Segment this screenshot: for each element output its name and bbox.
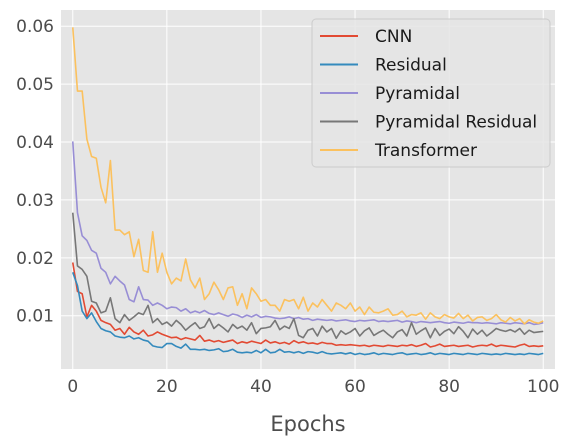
- legend-label-cnn: CNN: [375, 27, 412, 47]
- series-line-pyramidal-residual: [71, 212, 544, 340]
- y-tick-label: 0.05: [16, 75, 54, 95]
- series-lines: [71, 27, 544, 356]
- legend-label-pyramidal-residual: Pyramidal Residual: [375, 113, 537, 133]
- legend-label-transformer: Transformer: [374, 141, 477, 161]
- x-tick-label: 40: [250, 377, 272, 397]
- legend: CNN Residual Pyramidal Pyramidal Residual Tr…: [311, 18, 551, 168]
- x-tick-label: 80: [438, 377, 460, 397]
- x-tick-label: 100: [527, 377, 559, 397]
- series-line-cnn: [71, 262, 544, 348]
- legend-box: [311, 18, 551, 168]
- x-tick-label: 0: [67, 377, 78, 397]
- y-tick-label: 0.01: [16, 307, 54, 327]
- legend-label-pyramidal: Pyramidal: [375, 84, 460, 104]
- x-tick-label: 20: [156, 377, 178, 397]
- x-axis-label: Epochs: [270, 412, 345, 436]
- y-tick-label: 0.02: [16, 249, 54, 269]
- y-tick-labels: 0.01 0.02 0.03 0.04 0.05 0.06: [16, 17, 54, 327]
- series-line-transformer: [71, 27, 544, 325]
- series-line-residual: [72, 272, 544, 356]
- series-line-pyramidal: [71, 141, 544, 326]
- x-tick-label: 60: [344, 377, 366, 397]
- x-tick-labels: 0 20 40 60 80 100: [67, 377, 559, 397]
- legend-label-residual: Residual: [375, 56, 447, 76]
- y-tick-label: 0.06: [16, 17, 54, 37]
- y-tick-label: 0.03: [16, 191, 54, 211]
- y-tick-label: 0.04: [16, 133, 54, 153]
